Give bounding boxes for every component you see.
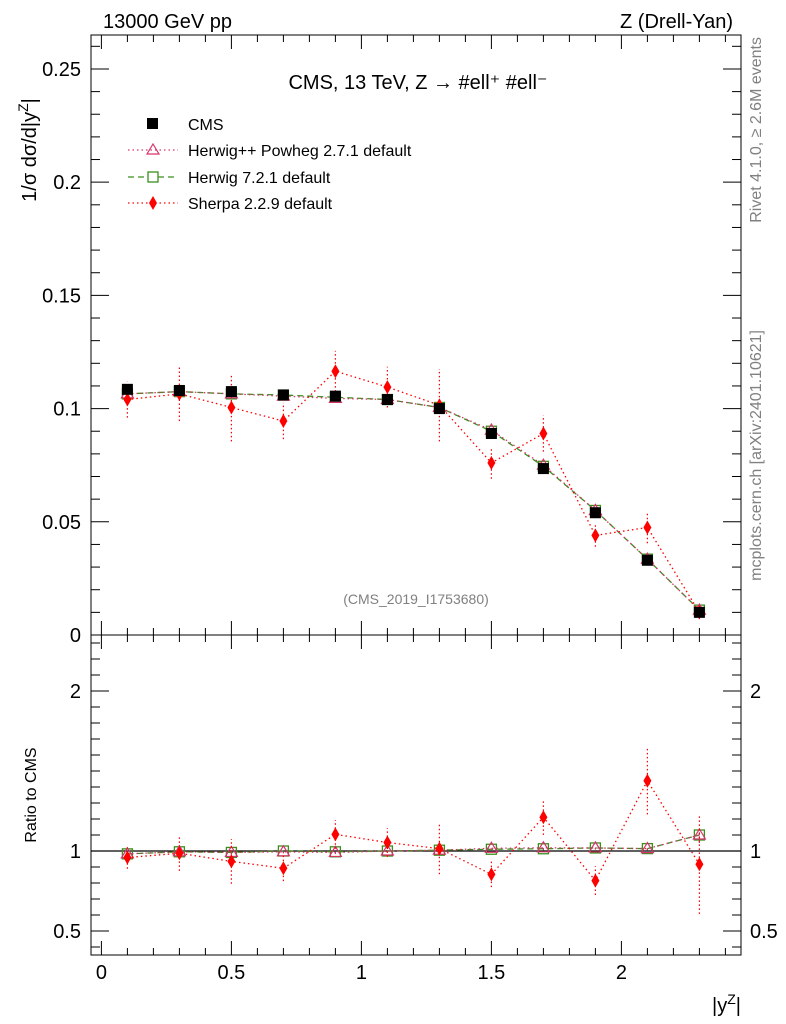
ratio-point-sherpa-2-2-9-default	[487, 867, 496, 882]
analysis-watermark: (CMS_2019_I1753680)	[343, 591, 489, 607]
point-sherpa-2-2-9-default	[123, 392, 132, 407]
point-cms	[173, 384, 185, 396]
point-sherpa-2-2-9-default	[643, 520, 652, 535]
ratio-tick-label: 0.5	[53, 921, 81, 943]
legend-marker-cms	[147, 118, 158, 129]
ratio-series	[120, 747, 707, 914]
ratio-point-herwig-powheg-2-7-1-default	[692, 827, 707, 840]
x-tick-labels: 0 0.5 1 1.5 2	[96, 962, 627, 984]
ratio-tick-label-right: 1	[750, 841, 761, 863]
point-cms	[485, 427, 497, 439]
ratio-line-sherpa-2-2-9-default	[127, 779, 700, 882]
legend-label-cms: CMS	[188, 117, 224, 134]
ratio-point-herwig-powheg-2-7-1-default	[484, 841, 499, 853]
ratio-tick-label: 1	[70, 841, 81, 863]
x-tick-label: 0.5	[217, 962, 245, 984]
legend-entry-sherpa: Sherpa 2.2.9 default	[128, 196, 333, 213]
point-cms	[121, 383, 133, 395]
y-tick-label: 0	[70, 625, 81, 647]
chart-title: CMS, 13 TeV, Z → #ell⁺ #ell⁻	[288, 72, 547, 94]
ratio-point-sherpa-2-2-9-default	[175, 846, 184, 861]
x-tick-label: 1.5	[477, 962, 505, 984]
ratio-line-herwig-powheg-2-7-1-default	[127, 834, 700, 855]
ratio-point-sherpa-2-2-9-default	[591, 873, 600, 888]
x-tick-label: 0	[96, 962, 107, 984]
ratio-tick-label-right: 0.5	[750, 921, 778, 943]
ratio-tick-label-right: 2	[750, 681, 761, 703]
main-axes: 0 0.05 0.1 0.15 0.2 0.25	[42, 35, 741, 647]
legend-marker-herwigpp	[145, 142, 161, 155]
y-tick-label: 0.05	[42, 512, 81, 534]
ratio-point-sherpa-2-2-9-default	[331, 827, 340, 842]
legend-entry-herwig7: Herwig 7.2.1 default	[128, 170, 331, 187]
ratio-axis-title: Ratio to CMS	[23, 747, 40, 842]
ratio-axes: 0.5 0.5 1 1 2 2	[53, 635, 778, 955]
ratio-point-sherpa-2-2-9-default	[279, 861, 288, 876]
rivet-version-label: Rivet 4.1.0, ≥ 2.6M events	[748, 37, 765, 223]
main-series	[120, 350, 707, 620]
y-tick-label: 0.15	[42, 285, 81, 307]
legend-label-sherpa: Sherpa 2.2.9 default	[188, 196, 333, 213]
point-sherpa-2-2-9-default	[591, 528, 600, 543]
ratio-point-sherpa-2-2-9-default	[383, 835, 392, 850]
point-cms	[589, 507, 601, 519]
ratio-point-sherpa-2-2-9-default	[695, 857, 704, 872]
header-left: 13000 GeV pp	[103, 11, 232, 33]
legend-entry-cms: CMS	[147, 117, 224, 134]
series-line-herwig-powheg-2-7-1-default	[127, 390, 700, 611]
ratio-plot-frame	[90, 634, 742, 956]
ratio-point-sherpa-2-2-9-default	[539, 810, 548, 825]
ratio-point-sherpa-2-2-9-default	[435, 841, 444, 856]
point-sherpa-2-2-9-default	[383, 380, 392, 395]
legend-label-herwig7: Herwig 7.2.1 default	[188, 170, 331, 187]
series-line-herwig-7-2-1-default	[127, 390, 700, 611]
x-tick-label: 1	[356, 962, 367, 984]
point-sherpa-2-2-9-default	[539, 426, 548, 441]
ratio-tick-label: 2	[70, 681, 81, 703]
point-cms	[641, 554, 653, 566]
legend-label-herwigpp: Herwig++ Powheg 2.7.1 default	[188, 143, 412, 160]
point-cms	[693, 606, 705, 618]
ratio-point-herwig-powheg-2-7-1-default	[380, 843, 395, 856]
point-cms	[329, 390, 341, 402]
y-tick-label: 0.25	[42, 59, 81, 81]
point-cms	[381, 394, 393, 406]
y-axis-title: 1/σ dσ/d|yZ|	[15, 98, 41, 202]
point-sherpa-2-2-9-default	[227, 400, 236, 415]
y-tick-label: 0.1	[53, 399, 81, 421]
x-tick-label: 2	[616, 962, 627, 984]
ratio-point-sherpa-2-2-9-default	[123, 850, 132, 865]
ratio-point-sherpa-2-2-9-default	[227, 854, 236, 869]
point-cms	[225, 386, 237, 398]
header-right: Z (Drell-Yan)	[620, 11, 733, 33]
ratio-point-herwig-7-2-1-default	[485, 843, 498, 855]
series-line-sherpa-2-2-9-default	[127, 370, 700, 613]
point-cms	[277, 389, 289, 401]
ratio-point-herwig-powheg-2-7-1-default	[536, 840, 551, 853]
y-tick-label: 0.2	[53, 172, 81, 194]
x-axis-title: |yZ|	[712, 991, 741, 1017]
ratio-point-herwig-powheg-2-7-1-default	[588, 840, 603, 853]
point-sherpa-2-2-9-default	[331, 364, 340, 379]
legend-entry-herwigpp: Herwig++ Powheg 2.7.1 default	[128, 142, 412, 160]
legend: CMS Herwig++ Powheg 2.7.1 default Herwig…	[128, 117, 412, 213]
point-sherpa-2-2-9-default	[279, 414, 288, 429]
ratio-point-sherpa-2-2-9-default	[643, 773, 652, 788]
ratio-point-herwig-powheg-2-7-1-default	[328, 845, 343, 858]
point-cms	[537, 463, 549, 475]
legend-marker-sherpa	[149, 196, 157, 210]
legend-marker-herwig7	[147, 171, 159, 183]
mcplots-label: mcplots.cern.ch [arXiv:2401.10621]	[748, 330, 765, 581]
point-cms	[433, 403, 445, 415]
ratio-point-herwig-7-2-1-default	[537, 843, 550, 855]
point-sherpa-2-2-9-default	[487, 455, 496, 470]
ratio-point-herwig-powheg-2-7-1-default	[640, 841, 655, 854]
